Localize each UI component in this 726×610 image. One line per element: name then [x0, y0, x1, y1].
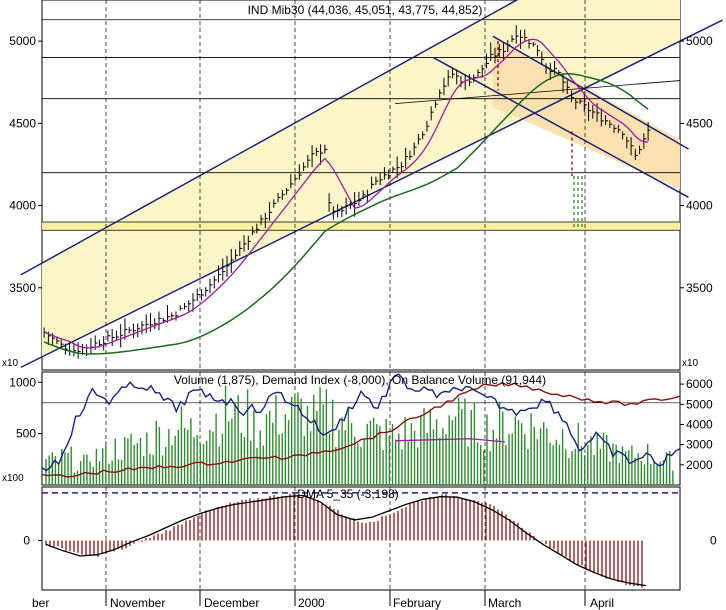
volume-tick-label: 1000: [9, 375, 36, 389]
down-line-lower: [432, 56, 689, 198]
month-label: December: [204, 596, 259, 610]
channel-fill-down: [492, 36, 680, 190]
obv-tick-label: 6000: [686, 377, 713, 391]
month-label: 2000: [298, 596, 325, 610]
y-tick-label-right: 5000: [686, 34, 713, 48]
dma-tick-label-left: 0: [23, 534, 30, 548]
panel-frame-2: [41, 486, 681, 591]
ma-long: [43, 72, 649, 355]
panels: [20, 0, 723, 606]
obv-tick-label: 3000: [686, 438, 713, 452]
volume-tick-label: 500: [16, 427, 36, 441]
y-tick-label-right: 4000: [686, 199, 713, 213]
y-tick-label-left: 4000: [9, 199, 36, 213]
dma-line: [45, 494, 647, 587]
y-tick-label-left: 3500: [9, 281, 36, 295]
month-label: ber: [32, 596, 49, 610]
y-tick-label-right: 4500: [686, 116, 713, 130]
price-title: IND Mib30 (44,036, 45,051, 43,775, 44,85…: [248, 3, 483, 17]
month-label: April: [590, 596, 614, 610]
dma-title: DMA 5_35 (-3,198): [297, 487, 398, 501]
scale-note-right: x10: [682, 358, 699, 369]
fan-line: [394, 80, 681, 104]
month-label: November: [110, 596, 165, 610]
y-tick-label-right: 3500: [686, 281, 713, 295]
support-band: [42, 222, 680, 231]
obv-tick-label: 4000: [686, 417, 713, 431]
obv-tick-label: 5000: [686, 397, 713, 411]
ohlc-bars: [43, 25, 651, 359]
channel-line-upper: [20, 0, 519, 276]
channel-line-lower: [20, 19, 723, 369]
obv-tick-label: 2000: [686, 458, 713, 472]
volume-scale-note: x100: [2, 473, 24, 484]
month-label: March: [488, 596, 521, 610]
down-line-upper: [492, 35, 689, 150]
scale-note-left: x10: [2, 358, 19, 369]
y-tick-label-left: 4500: [9, 116, 36, 130]
obv-line: [41, 373, 681, 472]
dma-tick-label-right: 0: [710, 534, 717, 548]
ma-short: [43, 38, 649, 349]
volume-title: Volume (1,875), Demand Index (-8,000), O…: [174, 373, 546, 387]
demand-index-line: [41, 381, 681, 478]
volume-ma: [394, 438, 506, 443]
y-tick-label-left: 5000: [9, 34, 36, 48]
month-label: February: [393, 596, 441, 610]
